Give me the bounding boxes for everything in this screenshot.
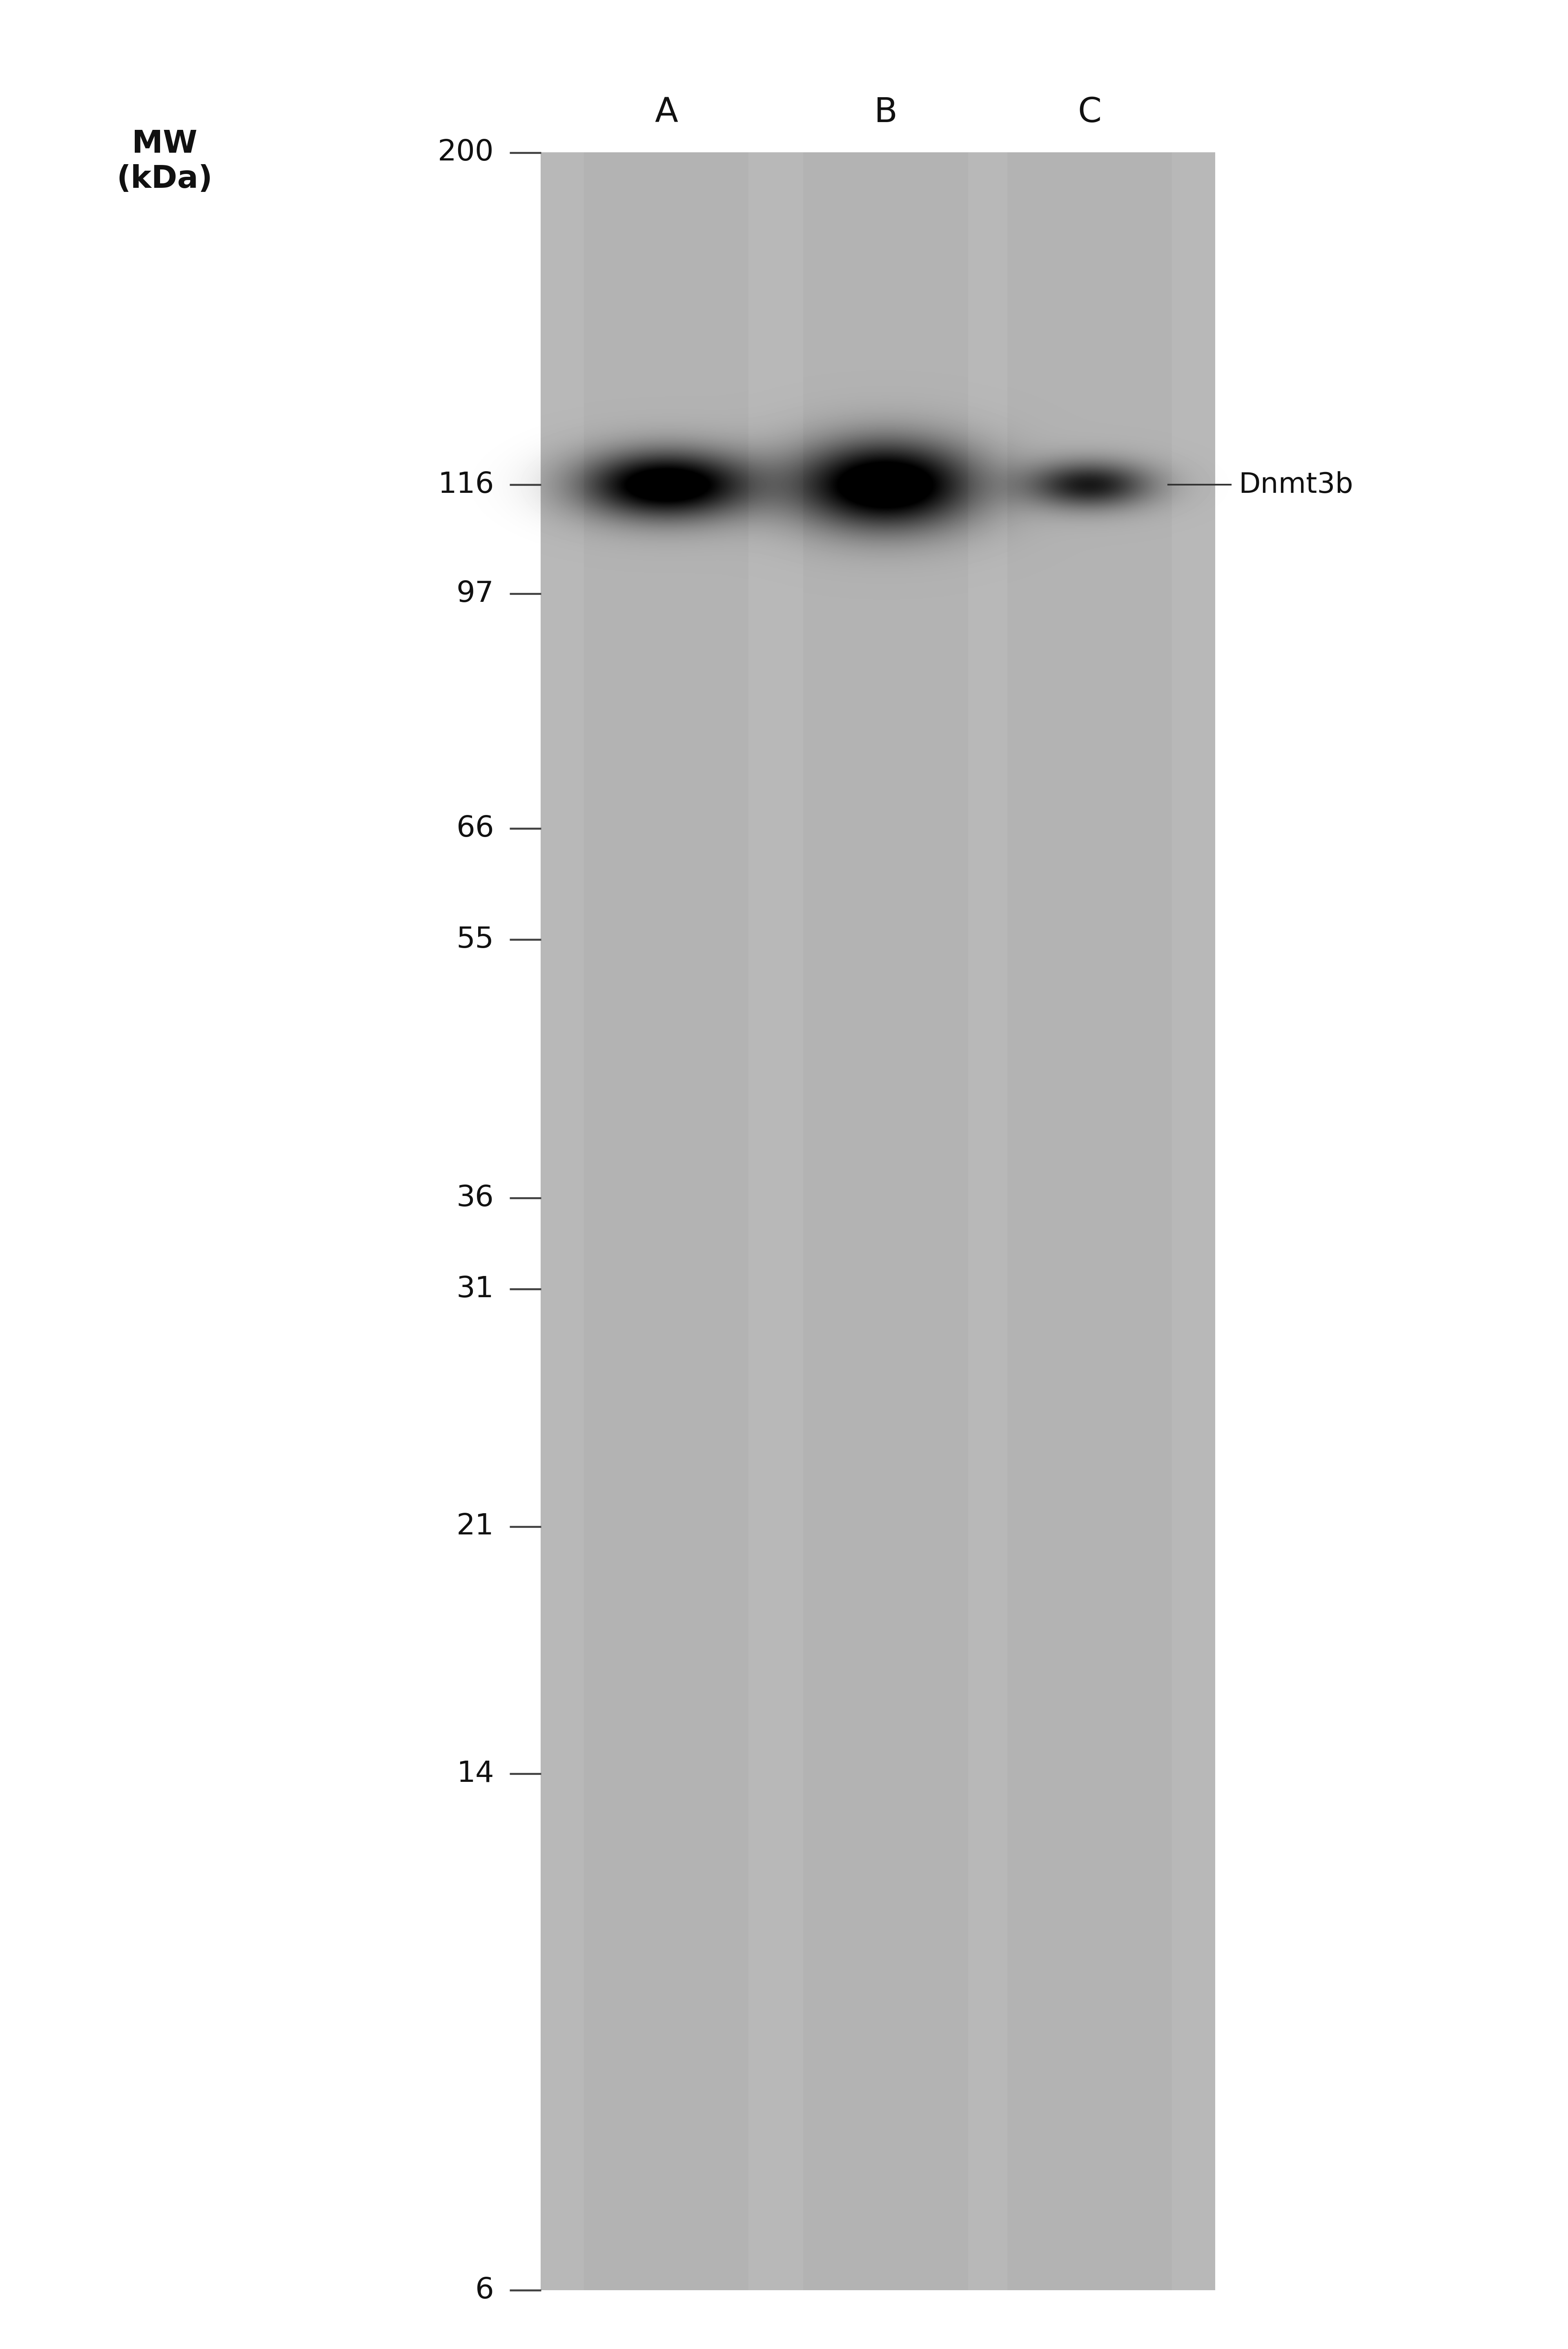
Text: 6: 6 xyxy=(475,2276,494,2304)
Text: 14: 14 xyxy=(456,1759,494,1788)
Text: MW
(kDa): MW (kDa) xyxy=(116,129,213,195)
Text: 31: 31 xyxy=(456,1276,494,1304)
Text: 200: 200 xyxy=(437,139,494,167)
Text: B: B xyxy=(875,96,897,129)
Text: A: A xyxy=(655,96,677,129)
Text: 97: 97 xyxy=(456,580,494,608)
Text: 21: 21 xyxy=(456,1513,494,1541)
Text: 55: 55 xyxy=(456,926,494,954)
Text: 116: 116 xyxy=(437,470,494,498)
Text: 66: 66 xyxy=(456,815,494,843)
Text: 36: 36 xyxy=(456,1184,494,1212)
Text: Dnmt3b: Dnmt3b xyxy=(1239,472,1353,498)
Text: C: C xyxy=(1077,96,1102,129)
